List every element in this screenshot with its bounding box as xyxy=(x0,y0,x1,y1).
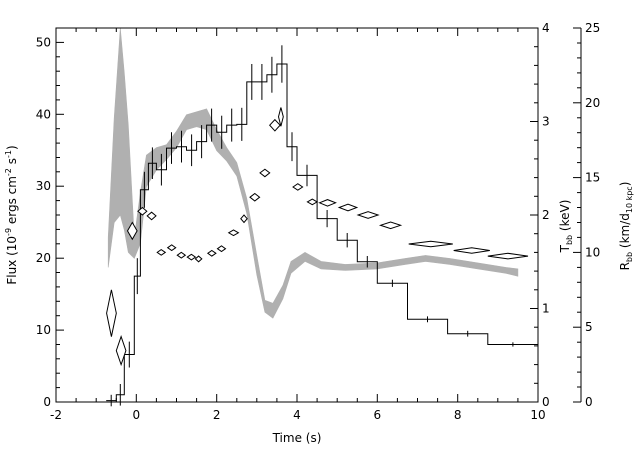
temperature-point xyxy=(292,183,304,191)
left-tick-label: 10 xyxy=(36,323,51,337)
right-axis-2-label-sub2: 10 kpc xyxy=(625,186,634,213)
left-axis-label-main: Flux (10 xyxy=(5,236,19,285)
right2-tick-label: 10 xyxy=(585,245,600,259)
right2-tick-label: 25 xyxy=(585,21,600,35)
right1-tick-label: 3 xyxy=(542,115,550,129)
temperature-point xyxy=(487,252,529,260)
left-axis-label: Flux (10-9 ergs cm-2 s-1) xyxy=(4,145,19,284)
left-axis-label-sup2: -2 xyxy=(4,168,13,176)
right1-tick-label: 4 xyxy=(542,21,550,35)
temperature-point xyxy=(126,221,138,241)
left-tick-label: 20 xyxy=(36,251,51,265)
temperature-point xyxy=(378,221,403,230)
temperature-point xyxy=(186,253,197,261)
temperature-point xyxy=(240,214,248,224)
x-tick-label: -2 xyxy=(50,408,62,422)
temperature-point xyxy=(206,249,217,257)
radius-band-layer xyxy=(107,27,519,319)
right-axis-2-label: Rbb (km/d10 kpc) xyxy=(618,182,634,271)
temperature-point xyxy=(176,251,187,259)
x-tick-label: 8 xyxy=(454,408,462,422)
temperature-point xyxy=(306,198,319,206)
flux-histogram-layer xyxy=(106,45,538,407)
temperature-point xyxy=(337,203,359,212)
right2-tick-label: 15 xyxy=(585,171,600,185)
temperature-point xyxy=(277,107,284,127)
flux-histogram-line xyxy=(106,63,538,402)
left-axis-label-end: ) xyxy=(5,145,19,150)
right-axis-1-label-main: T xyxy=(558,244,572,253)
temperature-point xyxy=(356,211,380,219)
temperature-point xyxy=(106,289,117,337)
temperature-point xyxy=(249,192,261,202)
right-axis-1-ticks: 0 1 2 3 4 xyxy=(530,21,550,409)
temperature-diamond-layer xyxy=(106,107,529,367)
temperature-point xyxy=(166,244,177,252)
left-axis-ticks: 0 10 20 30 40 50 xyxy=(36,27,64,409)
right-axis-2-ticks: 0 5 10 15 20 25 xyxy=(573,21,600,409)
right-axis-2-label-main: R xyxy=(618,262,632,270)
temperature-point xyxy=(216,245,227,253)
temperature-point xyxy=(453,247,490,254)
right-axis-2-label-end: ) xyxy=(618,182,632,187)
x-axis-label: Time (s) xyxy=(272,431,322,445)
left-tick-label: 40 xyxy=(36,107,51,121)
x-tick-label: 0 xyxy=(132,408,140,422)
temperature-point xyxy=(259,168,271,178)
temperature-point xyxy=(194,255,203,263)
temperature-point xyxy=(227,229,240,237)
left-axis-label-mid: ergs cm xyxy=(5,176,19,228)
right2-tick-label: 5 xyxy=(585,320,593,334)
right-axis-1-label: Tbb (keV) xyxy=(558,200,574,254)
temperature-point xyxy=(137,206,148,216)
right-axis-2-label-sub1: bb xyxy=(625,252,634,262)
right1-tick-label: 1 xyxy=(542,302,550,316)
x-tick-label: 2 xyxy=(213,408,221,422)
left-tick-label: 50 xyxy=(36,35,51,49)
x-axis-ticks: -2 0 2 4 6 8 10 xyxy=(50,28,546,422)
left-axis-label-mid2: s xyxy=(5,158,19,168)
left-axis-label-sup3: -1 xyxy=(4,150,13,158)
temperature-point xyxy=(269,118,281,132)
temperature-point xyxy=(408,240,453,248)
right2-tick-label: 0 xyxy=(585,395,593,409)
left-tick-label: 30 xyxy=(36,179,51,193)
x-tick-label: 6 xyxy=(373,408,381,422)
temperature-point xyxy=(115,335,127,367)
right2-tick-label: 20 xyxy=(585,96,600,110)
temperature-point xyxy=(318,199,337,207)
x-tick-label: 4 xyxy=(293,408,301,422)
left-tick-label: 0 xyxy=(43,395,51,409)
right1-tick-label: 2 xyxy=(542,208,550,222)
temperature-point xyxy=(156,248,167,256)
right-axis-1-label-sub: bb xyxy=(565,235,574,245)
right-axis-1-label-end: (keV) xyxy=(558,200,572,235)
left-axis-label-sup1: -9 xyxy=(4,228,13,236)
x-tick-label: 10 xyxy=(530,408,545,422)
radius-band xyxy=(107,27,519,319)
temperature-point xyxy=(146,211,157,221)
right1-tick-label: 0 xyxy=(542,395,550,409)
right-axis-2-label-mid: (km/d xyxy=(618,213,632,252)
